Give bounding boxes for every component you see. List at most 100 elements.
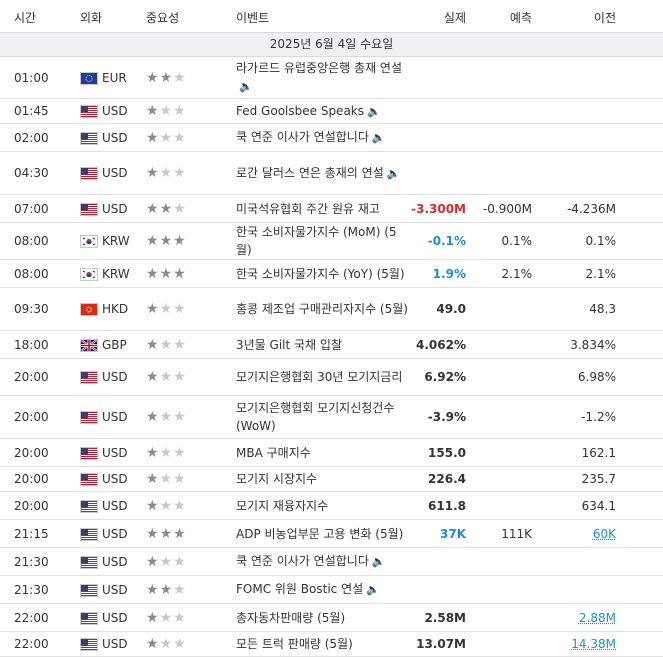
event-name-link[interactable]: 모기지 시장지수 [236,470,317,488]
table-row[interactable]: 08:00 KRW ★ ★ ★ 한국 소비자물가지수 (MoM) (5월) -0.1% 0.1… [0,223,663,260]
table-row[interactable]: 18:00 GBP ★ ★ ★ 3년물 Gilt 국채 입찰 4.062% 3.834% [0,331,663,359]
event-name-link[interactable]: 한국 소비자물가지수 (YoY) (5월) [236,265,405,283]
table-row[interactable]: 09:30 HKD ★ ★ ★ 홍콩 제조업 구매관리자지수 (5월) 49.0 48.3 [0,288,663,331]
previous-value: 162.1 [582,439,616,466]
event-name[interactable]: 홍콩 제조업 구매관리자지수 (5월) [236,288,412,330]
previous-value: 2.1% [586,260,617,287]
table-row[interactable]: 21:30 USD ★ ★ ★ FOMC 위원 Bostic 연설 🔈 [0,576,663,604]
table-row[interactable]: 04:30 USD ★ ★ ★ 로간 달러스 연은 총재의 연설 🔈 [0,152,663,195]
table-row[interactable]: 01:00 EUR ★ ★ ★ 라가르드 유럽중앙은행 총재 연설🔈 [0,57,663,99]
event-name[interactable]: 모기지 시장지수 [236,467,412,491]
star-filled-icon: ★ [160,233,174,249]
event-name[interactable]: 라가르드 유럽중앙은행 총재 연설🔈 [236,57,412,98]
event-name-link[interactable]: 모든 트럭 판매량 (5월) [236,635,353,653]
col-currency-header[interactable]: 외화 [80,9,102,26]
event-name-link[interactable]: 로간 달러스 연은 총재의 연설 🔈 [236,164,400,183]
previous-value[interactable]: 60K [593,520,616,547]
event-name[interactable]: 쿡 연준 이사가 연설합니다 🔈 [236,548,412,575]
table-row[interactable]: 20:00 USD ★ ★ ★ 모기지 시장지수 226.4 235.7 [0,467,663,492]
table-row[interactable]: 21:15 USD ★ ★ ★ ADP 비농업부문 고용 변화 (5월) 37K 111K 60… [0,520,663,548]
event-name-link[interactable]: 3년물 Gilt 국채 입찰 [236,336,342,354]
star-filled-icon: ★ [160,201,174,217]
actual-value: -3.300M [411,195,466,222]
actual-value: 1.9% [433,260,466,287]
event-name[interactable]: 로간 달러스 연은 총재의 연설 🔈 [236,152,412,194]
event-name-link[interactable]: 총자동차판매량 (5월) [236,609,345,627]
col-importance-header[interactable]: 중요성 [146,9,179,26]
table-row[interactable]: 20:00 USD ★ ★ ★ 모기지 재융자지수 611.8 634.1 [0,492,663,520]
gb-flag-icon [80,339,98,352]
event-name[interactable]: 모기지은행협회 모기지신청건수 (WoW) [236,396,412,438]
importance-stars: ★ ★ ★ [146,223,187,259]
event-name[interactable]: 한국 소비자물가지수 (YoY) (5월) [236,260,412,287]
event-name[interactable]: 총자동차판매량 (5월) [236,604,412,631]
event-name-link[interactable]: 모기지 재융자지수 [236,497,328,515]
star-filled-icon: ★ [146,369,160,385]
table-row[interactable]: 20:00 USD ★ ★ ★ MBA 구매지수 155.0 162.1 [0,439,663,467]
us-flag-icon [80,371,98,384]
event-time: 01:00 [14,57,49,98]
col-forecast-header[interactable]: 예측 [510,9,532,26]
star-empty-icon: ★ [160,337,174,353]
event-name[interactable]: 3년물 Gilt 국채 입찰 [236,331,412,358]
star-empty-icon: ★ [160,301,174,317]
event-name-link[interactable]: Fed Goolsbee Speaks 🔈 [236,102,381,121]
event-name[interactable]: 쿡 연준 이사가 연설합니다 🔈 [236,124,412,151]
event-name[interactable]: Fed Goolsbee Speaks 🔈 [236,99,412,123]
table-row[interactable]: 20:00 USD ★ ★ ★ 모기지은행협회 모기지신청건수 (WoW) -3.9% -1.… [0,396,663,439]
table-row[interactable]: 01:45 USD ★ ★ ★ Fed Goolsbee Speaks 🔈 [0,99,663,124]
star-filled-icon: ★ [173,266,187,282]
event-name[interactable]: 한국 소비자물가지수 (MoM) (5월) [236,223,412,259]
previous-value[interactable]: 14.38M [571,632,616,656]
currency-code: USD [102,492,128,519]
table-row[interactable]: 08:00 KRW ★ ★ ★ 한국 소비자물가지수 (YoY) (5월) 1.9% 2.1%… [0,260,663,288]
kr-flag-icon [80,268,98,281]
event-name-link[interactable]: 모기지은행협회 30년 모기지금리 [236,368,402,386]
importance-stars: ★ ★ ★ [146,520,187,547]
currency-code: USD [102,632,128,656]
previous-value: -4.236M [567,195,616,222]
star-empty-icon: ★ [173,471,187,487]
table-row[interactable]: 22:00 USD ★ ★ ★ 모든 트럭 판매량 (5월) 13.07M 14.38M [0,632,663,657]
event-name-link[interactable]: 홍콩 제조업 구매관리자지수 (5월) [236,300,408,318]
importance-stars: ★ ★ ★ [146,439,187,466]
event-name-link[interactable]: MBA 구매지수 [236,444,311,462]
event-name[interactable]: 미국석유협회 주간 원유 재고 [236,195,412,222]
event-time: 22:00 [14,604,49,631]
event-name[interactable]: MBA 구매지수 [236,439,412,466]
event-name-link[interactable]: 쿡 연준 이사가 연설합니다 🔈 [236,128,386,147]
event-name-link[interactable]: 라가르드 유럽중앙은행 총재 연설🔈 [236,59,412,96]
event-name[interactable]: FOMC 위원 Bostic 연설 🔈 [236,576,412,603]
event-name[interactable]: ADP 비농업부문 고용 변화 (5월) [236,520,412,547]
actual-value: 49.0 [436,288,466,330]
event-name-link[interactable]: 미국석유협회 주간 원유 재고 [236,200,380,218]
event-name-link[interactable]: 쿡 연준 이사가 연설합니다 🔈 [236,552,386,571]
us-flag-icon [80,167,98,180]
event-name[interactable]: 모기지은행협회 30년 모기지금리 [236,359,412,395]
table-row[interactable]: 07:00 USD ★ ★ ★ 미국석유협회 주간 원유 재고 -3.300M -0.900M… [0,195,663,223]
col-event-header[interactable]: 이벤트 [236,9,269,26]
event-name-link[interactable]: 한국 소비자물가지수 (MoM) (5월) [236,223,412,259]
star-empty-icon: ★ [173,70,187,86]
us-flag-icon [80,473,98,486]
importance-stars: ★ ★ ★ [146,467,187,491]
star-empty-icon: ★ [173,301,187,317]
importance-stars: ★ ★ ★ [146,288,187,330]
forecast-value: -0.900M [483,195,532,222]
event-name-link[interactable]: FOMC 위원 Bostic 연설 🔈 [236,580,380,599]
previous-value[interactable]: 2.88M [579,604,616,631]
event-name[interactable]: 모기지 재융자지수 [236,492,412,519]
table-row[interactable]: 21:30 USD ★ ★ ★ 쿡 연준 이사가 연설합니다 🔈 [0,548,663,576]
table-row[interactable]: 02:00 USD ★ ★ ★ 쿡 연준 이사가 연설합니다 🔈 [0,124,663,152]
star-empty-icon: ★ [173,409,187,425]
star-empty-icon: ★ [160,471,174,487]
event-name[interactable]: 모든 트럭 판매량 (5월) [236,632,412,656]
event-name-link[interactable]: 모기지은행협회 모기지신청건수 (WoW) [236,399,412,435]
table-row[interactable]: 22:00 USD ★ ★ ★ 총자동차판매량 (5월) 2.58M 2.88M [0,604,663,632]
event-name-link[interactable]: ADP 비농업부문 고용 변화 (5월) [236,525,403,543]
col-previous-header[interactable]: 이전 [594,9,616,26]
col-actual-header[interactable]: 실제 [444,9,466,26]
table-row[interactable]: 20:00 USD ★ ★ ★ 모기지은행협회 30년 모기지금리 6.92% 6.98% [0,359,663,396]
star-empty-icon: ★ [160,498,174,514]
col-time-header[interactable]: 시간 [14,9,36,26]
